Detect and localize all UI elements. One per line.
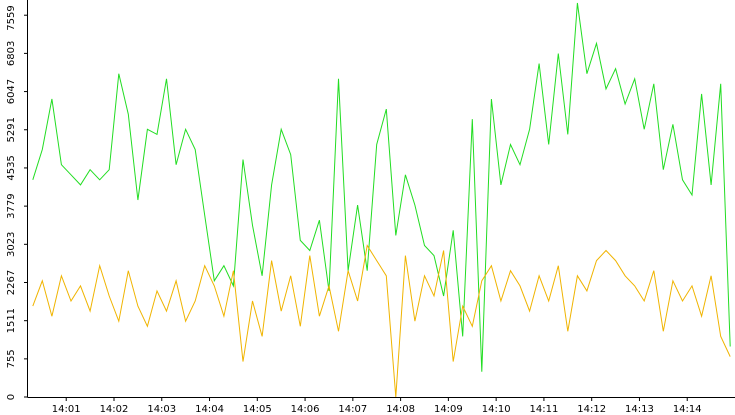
x-tick-label: 14:01 xyxy=(52,404,81,415)
series-line xyxy=(32,2,731,372)
x-tick-label: 14:09 xyxy=(434,404,463,415)
x-tick-label: 14:02 xyxy=(100,404,129,415)
x-tick-label: 14:10 xyxy=(482,404,511,415)
x-tick-label: 14:06 xyxy=(291,404,320,415)
x-tick-label: 14:11 xyxy=(530,404,559,415)
x-tick-label: 14:13 xyxy=(625,404,654,415)
x-tick-label: 14:03 xyxy=(147,404,176,415)
x-tick-label: 14:14 xyxy=(673,404,702,415)
x-tick-label: 14:07 xyxy=(338,404,367,415)
x-tick-label: 14:08 xyxy=(386,404,415,415)
series-line xyxy=(32,244,731,398)
x-tick-label: 14:04 xyxy=(195,404,224,415)
y-tick-label: 3779 xyxy=(6,193,17,218)
x-tick-label: 14:05 xyxy=(243,404,272,415)
y-tick-label: 755 xyxy=(6,349,17,368)
y-tick-label: 3023 xyxy=(6,232,17,257)
y-tick-label: 1511 xyxy=(6,308,17,333)
y-tick-label: 7559 xyxy=(6,5,17,30)
y-tick-label: 6047 xyxy=(6,79,17,104)
y-tick-label: 5291 xyxy=(6,117,17,142)
y-tick-label: 0 xyxy=(6,394,17,400)
y-tick-label: 2267 xyxy=(6,270,17,295)
x-tick-label: 14:12 xyxy=(577,404,606,415)
y-tick-label: 4535 xyxy=(6,155,17,180)
y-tick-label: 6803 xyxy=(6,41,17,66)
